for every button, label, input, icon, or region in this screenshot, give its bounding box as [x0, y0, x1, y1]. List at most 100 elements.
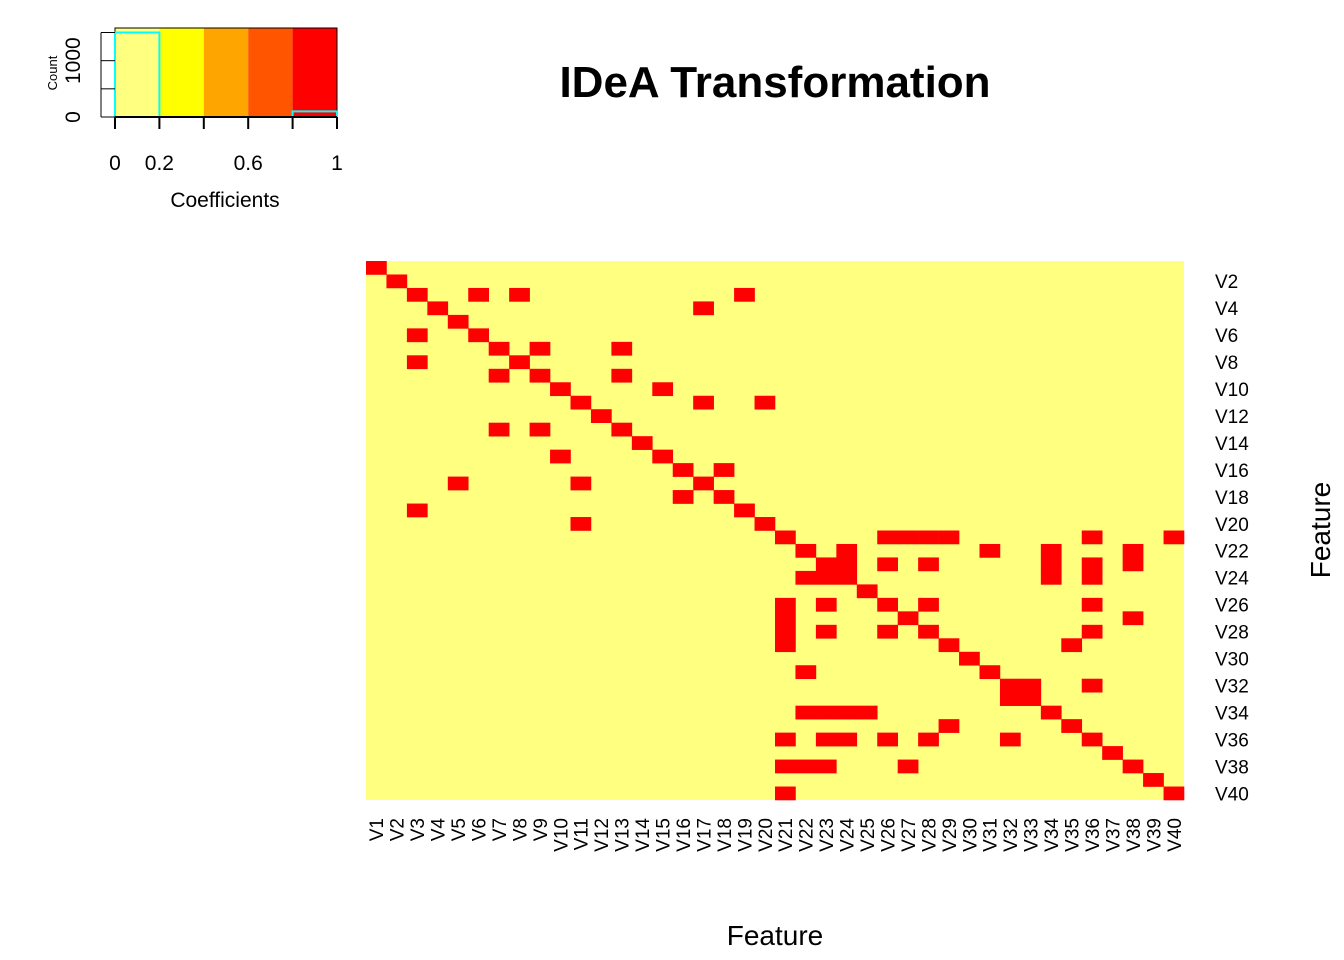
heatmap-x-tick-label: V29 [940, 818, 961, 852]
heatmap-cell [529, 422, 551, 437]
heatmap-x-tick-label: V6 [469, 818, 490, 841]
heatmap-cell [447, 314, 469, 329]
heatmap-y-tick-label: V8 [1215, 353, 1238, 374]
color-key-y-tick-label: 0 [62, 111, 85, 123]
heatmap-cell [1081, 732, 1103, 747]
heatmap-cell [1040, 705, 1062, 720]
heatmap-cell [815, 759, 837, 774]
heatmap-cell [999, 678, 1021, 693]
heatmap-cell [550, 382, 571, 397]
heatmap-cell [1081, 557, 1103, 572]
heatmap-y-tick-label: V28 [1215, 623, 1249, 644]
color-key-x-tick-label: 0.2 [145, 152, 174, 175]
heatmap-cell [775, 624, 796, 639]
heatmap-x-tick-label: V17 [694, 818, 715, 852]
heatmap-cell [1061, 638, 1083, 653]
heatmap-cell [1040, 543, 1062, 558]
heatmap-cell [938, 638, 960, 653]
heatmap-x-tick-label: V19 [735, 818, 756, 852]
heatmap-x-tick-label: V28 [919, 818, 940, 852]
heatmap-cell [959, 651, 980, 666]
heatmap-cell [999, 732, 1021, 747]
heatmap-cell [1061, 719, 1083, 733]
heatmap-cell [713, 463, 735, 477]
heatmap-cell [366, 261, 387, 275]
heatmap-cell [795, 543, 817, 558]
heatmap-cell [1020, 678, 1042, 693]
heatmap-cell [1020, 692, 1042, 706]
heatmap-x-tick-label: V16 [674, 818, 695, 852]
heatmap-cell [836, 570, 858, 585]
heatmap-cell [918, 597, 939, 612]
heatmap-cell [611, 341, 633, 356]
heatmap-cell [938, 719, 960, 733]
heatmap-y-tick-label: V10 [1215, 380, 1249, 401]
heatmap-cell [652, 382, 674, 397]
heatmap-x-tick-label: V36 [1083, 818, 1104, 852]
heatmap-x-tick-label: V38 [1124, 818, 1145, 852]
heatmap-cell [918, 557, 939, 572]
heatmap-cell [672, 463, 694, 477]
heatmap-y-tick-labels: V2 V4 V6 V8 V10 V12 V14 V16 V18 V20 V22 V24 V26 V28 V3… [1215, 272, 1249, 805]
heatmap-cell [877, 597, 898, 612]
color-key: 0 0.2 0.6 1 0 1000 Coefficients Count [45, 27, 343, 212]
heatmap-y-tick-label: V14 [1215, 434, 1249, 455]
heatmap-cell [877, 557, 898, 572]
heatmap-cell [488, 341, 510, 356]
color-key-blocks [115, 28, 337, 117]
heatmap-cell [1143, 773, 1164, 787]
heatmap-cell [447, 476, 469, 491]
heatmap-cell [795, 759, 817, 774]
heatmap-cell [1163, 786, 1185, 801]
heatmap-cell [406, 328, 428, 343]
heatmap-y-tick-label: V20 [1215, 515, 1249, 536]
heatmap-cell [406, 503, 428, 518]
heatmap-cell [734, 287, 755, 302]
color-key-y-tick-label: 1000 [62, 37, 85, 84]
heatmap-cell [815, 624, 837, 639]
heatmap-x-tick-label: V18 [715, 818, 736, 852]
heatmap-cell [918, 624, 939, 639]
heatmap-x-tick-label: V31 [981, 818, 1002, 852]
color-key-axes: 0 0.2 0.6 1 0 1000 [62, 32, 343, 175]
heatmap-cell [1081, 570, 1103, 585]
color-key-x-tick-label: 0 [109, 152, 121, 175]
heatmap-x-tick-label: V26 [878, 818, 899, 852]
heatmap-cell [1122, 557, 1144, 572]
heatmap-cell [815, 597, 837, 612]
heatmap-x-tick-labels: V1 V2 V3 V4 V5 V6 V7 V8 V9 V10 V11 V12 V13 V14 V15 V16 V… [367, 818, 1186, 852]
heatmap-cell [590, 409, 612, 423]
heatmap-cell [856, 705, 878, 720]
color-key-x-tick-label: 1 [331, 152, 343, 175]
heatmap-y-tick-label: V24 [1215, 569, 1249, 590]
heatmap-cell [509, 355, 530, 370]
heatmap-x-tick-label: V33 [1022, 818, 1043, 852]
heatmap-cell [775, 530, 796, 545]
heatmap: V1 V2 V3 V4 V5 V6 V7 V8 V9 V10 V11 V12 V13 V14 V15 V16 V… [366, 261, 1249, 852]
heatmap-cell [427, 301, 449, 316]
heatmap-cell [570, 476, 592, 491]
heatmap-cell [775, 611, 796, 626]
heatmap-x-tick-label: V2 [388, 818, 409, 841]
heatmap-x-tick-label: V14 [633, 818, 654, 852]
color-key-block [159, 28, 204, 117]
heatmap-y-tick-label: V38 [1215, 757, 1249, 778]
heatmap-cell [836, 543, 858, 558]
heatmap-cell [877, 530, 898, 545]
heatmap-cell [529, 341, 551, 356]
heatmap-x-tick-label: V35 [1063, 818, 1084, 852]
heatmap-cell [836, 557, 858, 572]
heatmap-cell [693, 476, 714, 491]
heatmap-y-tick-label: V12 [1215, 407, 1249, 428]
heatmap-cell [529, 368, 551, 383]
color-key-block [115, 28, 160, 117]
heatmap-cell [897, 530, 919, 545]
heatmap-cell [815, 570, 837, 585]
heatmap-x-tick-label: V22 [797, 818, 818, 852]
heatmap-cell [1040, 557, 1062, 572]
heatmap-y-tick-label: V18 [1215, 488, 1249, 509]
heatmap-cell [1081, 678, 1103, 693]
heatmap-cell [1122, 759, 1144, 774]
heatmap-cell [1122, 543, 1144, 558]
